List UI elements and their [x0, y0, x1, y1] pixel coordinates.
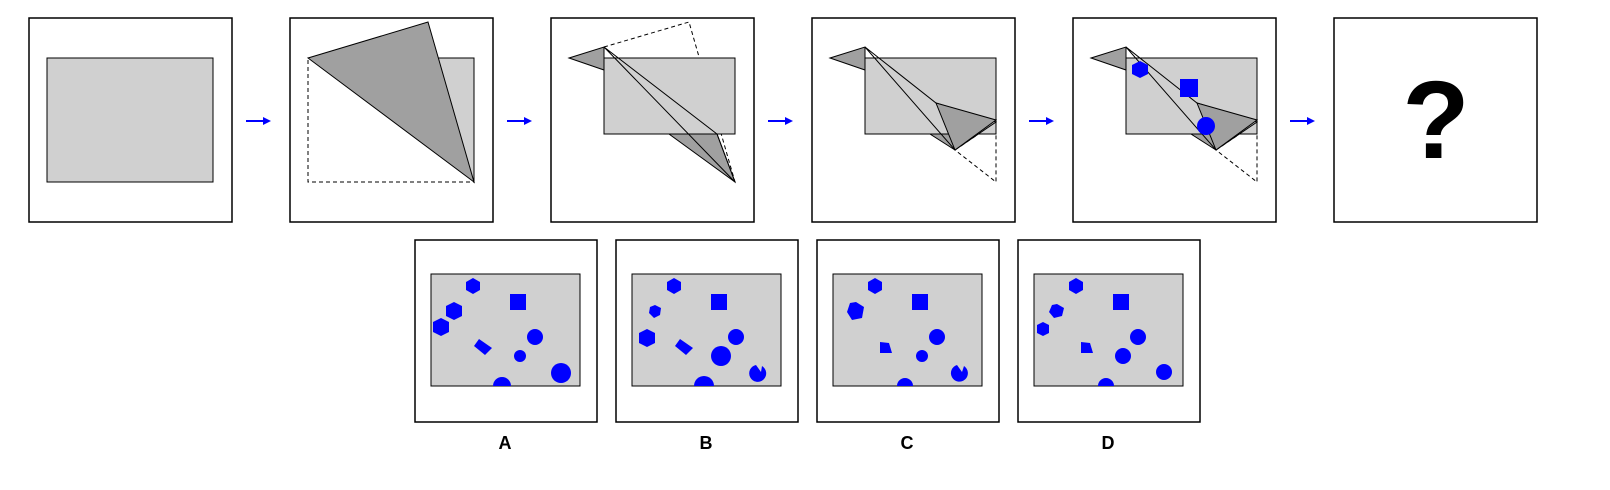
step-5-panel — [1072, 17, 1277, 223]
step-3-panel — [550, 17, 755, 223]
option-c[interactable]: C — [816, 239, 1000, 453]
step-2-panel — [289, 17, 494, 223]
right-arrow-icon — [768, 117, 793, 125]
option-d[interactable]: D — [1017, 239, 1201, 453]
question-mark: ? — [1402, 59, 1469, 182]
right-arrow-icon — [507, 117, 532, 125]
option-a-label: A — [499, 433, 512, 453]
step-4-panel — [811, 17, 1016, 223]
answer-panel: ? — [1333, 17, 1538, 223]
right-arrow-icon — [1290, 117, 1315, 125]
option-d-label: D — [1102, 433, 1115, 453]
circle-hole — [1197, 117, 1215, 135]
square-hole — [1180, 79, 1198, 97]
option-b-label: B — [700, 433, 713, 453]
right-arrow-icon — [1029, 117, 1054, 125]
right-arrow-icon — [246, 117, 271, 125]
option-b[interactable]: B — [615, 239, 799, 453]
option-c-label: C — [901, 433, 914, 453]
hexagon-hole — [1132, 61, 1148, 78]
option-a[interactable]: A — [414, 239, 598, 453]
step-1-panel — [28, 17, 233, 223]
